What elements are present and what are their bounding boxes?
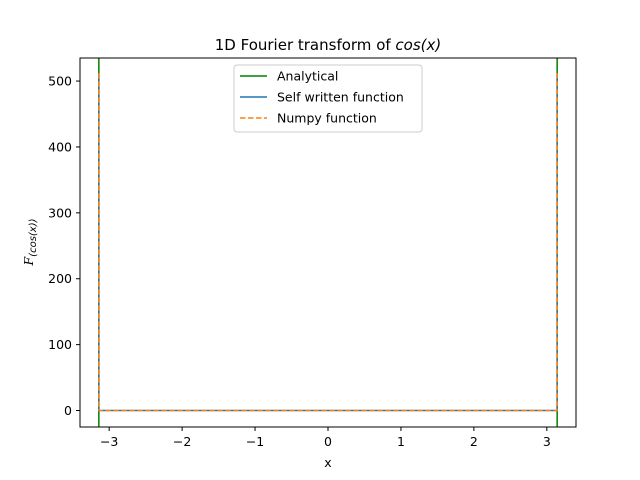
- y-tick-label: 200: [48, 271, 72, 286]
- x-axis-label: x: [324, 455, 331, 470]
- y-axis-label: F(cos(x)): [21, 218, 39, 266]
- y-tick-label: 0: [64, 403, 72, 418]
- x-tick-label: 1: [397, 434, 405, 449]
- legend-entries: Analytical Self written function Numpy fun…: [240, 69, 404, 126]
- legend: Analytical Self written function Numpy fun…: [233, 64, 423, 133]
- series-layer: [98, 58, 558, 427]
- y-tick-label: 400: [48, 139, 72, 154]
- legend-label: Analytical: [277, 69, 338, 84]
- x-tick-label: 2: [470, 434, 478, 449]
- y-tick-label: 500: [48, 74, 72, 89]
- legend-label: Numpy function: [277, 111, 377, 126]
- chart-title: 1D Fourier transform of cos(x): [215, 36, 442, 54]
- x-tick-label: −1: [246, 434, 264, 449]
- x-tick-label: −2: [173, 434, 191, 449]
- y-tick-label: 100: [48, 337, 72, 352]
- y-axis-label-script: F: [21, 256, 36, 267]
- chart-title-math: cos(x): [395, 36, 441, 54]
- y-axis-ticks: 0 100 200 300 400 500: [48, 74, 80, 418]
- legend-box: [233, 64, 423, 133]
- x-axis-ticks: −3 −2 −1 0 1 2 3: [100, 427, 551, 449]
- y-axis-label-sub: (cos(x)): [28, 218, 39, 256]
- x-tick-label: 3: [543, 434, 551, 449]
- x-tick-label: −3: [100, 434, 118, 449]
- legend-label: Self written function: [277, 90, 404, 105]
- y-tick-label: 300: [48, 205, 72, 220]
- series-line-numpy-function: [98, 73, 558, 412]
- x-tick-label: 0: [324, 434, 332, 449]
- chart-title-prefix: 1D Fourier transform of: [215, 36, 396, 54]
